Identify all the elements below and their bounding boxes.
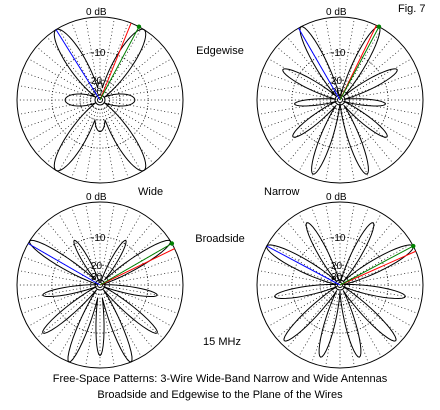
red-ray xyxy=(99,22,132,101)
grid-spoke xyxy=(108,85,182,99)
grid-spoke xyxy=(344,212,382,278)
ring-label: 30 xyxy=(331,272,343,283)
grid-spoke xyxy=(267,104,333,142)
grid-spoke xyxy=(101,108,115,182)
green-ray xyxy=(99,26,140,101)
grid-spoke xyxy=(311,293,338,364)
grid-spoke xyxy=(267,289,333,327)
grid-spoke xyxy=(341,293,355,367)
grid-spoke xyxy=(21,71,92,98)
ring-label: -10 xyxy=(91,48,106,59)
center-dot xyxy=(97,282,103,288)
grid-spoke xyxy=(348,102,419,129)
ring-label: -10 xyxy=(331,233,346,244)
grid-spoke xyxy=(258,85,332,99)
grid-spoke xyxy=(21,102,92,129)
ring-label: 30 xyxy=(91,272,103,283)
grid-spoke xyxy=(261,102,332,129)
caption: Free-Space Patterns: 3-Wire Wide-Band Na… xyxy=(0,371,440,403)
green-ray xyxy=(339,26,380,101)
grid-spoke xyxy=(27,58,93,96)
radiation-pattern xyxy=(53,28,147,172)
red-ray xyxy=(99,248,175,286)
grid-spoke xyxy=(58,212,96,278)
grid-spoke xyxy=(102,206,129,277)
max-gain-marker xyxy=(411,243,416,249)
ring-label: 0 dB xyxy=(326,7,347,18)
grid-spoke xyxy=(342,108,369,179)
blue-ray xyxy=(27,243,101,286)
grid-spoke xyxy=(107,58,173,96)
figure-number: Fig. 7 xyxy=(398,3,426,15)
ring-label: 20 xyxy=(91,261,103,272)
grid-spoke xyxy=(311,108,338,179)
grid-spoke xyxy=(298,212,336,278)
grid-spoke xyxy=(107,104,173,142)
broadside-label: Broadside xyxy=(195,233,245,245)
grid-spoke xyxy=(344,292,382,358)
grid-spoke xyxy=(344,107,382,173)
grid-spoke xyxy=(348,270,422,284)
grid-spoke xyxy=(71,293,98,364)
radiation-pattern xyxy=(282,26,398,175)
frequency-label: 15 MHz xyxy=(203,336,241,348)
green-ray xyxy=(99,243,173,286)
green-ray xyxy=(339,245,414,286)
radiation-pattern xyxy=(266,222,414,358)
grid-spoke xyxy=(18,101,92,115)
blue-ray xyxy=(298,27,341,101)
ring-label: 30 xyxy=(91,87,103,98)
center-dot xyxy=(337,282,343,288)
grid-spoke xyxy=(342,293,369,364)
blue-ray xyxy=(55,29,101,101)
grid-spoke xyxy=(267,58,333,96)
center-dot xyxy=(337,97,343,103)
grid-spoke xyxy=(18,85,92,99)
max-gain-marker xyxy=(136,24,142,29)
grid-spoke xyxy=(298,292,336,358)
grid-spoke xyxy=(102,293,129,364)
grid-spoke xyxy=(325,293,339,367)
center-dot xyxy=(97,97,103,103)
ring-label: 20 xyxy=(91,76,103,87)
ring-label: -10 xyxy=(91,233,106,244)
ring-label: 0 dB xyxy=(86,7,107,18)
center-ring xyxy=(94,94,106,106)
ring-label: 20 xyxy=(331,261,343,272)
ring-label: 30 xyxy=(331,87,343,98)
wide-label: Wide xyxy=(138,186,164,198)
grid-spoke xyxy=(108,286,182,300)
caption-line-2: Broadside and Edgewise to the Plane of t… xyxy=(97,389,343,401)
grid-spoke xyxy=(18,286,92,300)
ring-label: 0 dB xyxy=(86,192,107,203)
ring-label: -10 xyxy=(331,48,346,59)
grid-spoke xyxy=(347,289,413,327)
max-gain-marker xyxy=(376,24,382,29)
grid-spoke xyxy=(298,107,336,173)
ring-label: 0 dB xyxy=(326,192,347,203)
ring-label: 20 xyxy=(331,76,343,87)
caption-line-1: Free-Space Patterns: 3-Wire Wide-Band Na… xyxy=(52,373,388,385)
edgewise-label: Edgewise xyxy=(196,45,244,57)
grid-spoke xyxy=(85,108,99,182)
grid-spoke xyxy=(348,85,422,99)
blue-ray xyxy=(266,245,341,286)
grid-spoke xyxy=(258,270,332,284)
red-ray xyxy=(339,250,417,286)
grid-spoke xyxy=(108,102,179,129)
grid-spoke xyxy=(108,101,182,115)
narrow-label: Narrow xyxy=(264,186,300,198)
grid-spoke xyxy=(108,71,179,98)
max-gain-marker xyxy=(169,241,175,246)
grid-spoke xyxy=(347,104,413,142)
grid-spoke xyxy=(27,104,93,142)
